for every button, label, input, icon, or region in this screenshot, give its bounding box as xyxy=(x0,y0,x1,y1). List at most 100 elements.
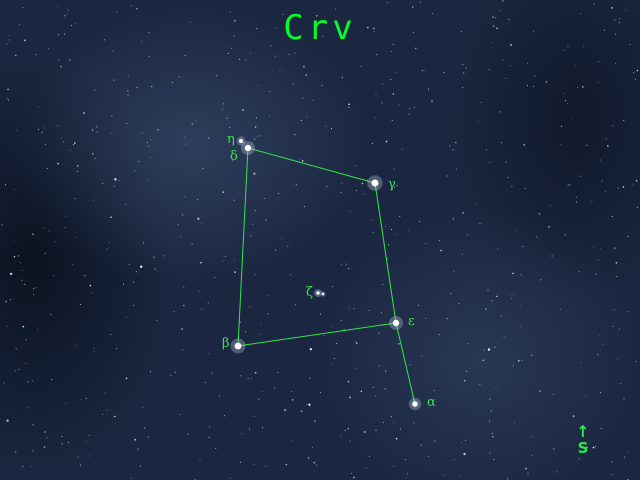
background-star xyxy=(320,313,322,315)
background-star xyxy=(240,375,242,377)
background-star xyxy=(43,446,46,448)
background-star xyxy=(583,46,585,47)
background-star xyxy=(347,427,350,430)
background-star xyxy=(563,49,565,51)
background-star xyxy=(635,78,637,80)
background-star xyxy=(71,25,73,26)
background-star xyxy=(387,2,389,4)
background-star xyxy=(355,165,357,166)
background-star xyxy=(94,157,96,159)
background-star xyxy=(25,362,27,364)
background-star xyxy=(180,236,182,238)
background-star xyxy=(75,236,77,238)
background-star xyxy=(58,34,60,36)
background-star xyxy=(384,387,386,389)
background-star xyxy=(392,43,394,45)
background-star xyxy=(33,293,35,295)
background-star xyxy=(27,381,29,383)
background-star xyxy=(614,62,616,64)
constellation-title: Crv xyxy=(283,8,357,48)
background-star xyxy=(64,227,66,229)
background-star xyxy=(422,70,424,72)
background-star xyxy=(291,391,293,392)
background-star xyxy=(479,383,481,385)
background-star xyxy=(432,12,433,14)
background-star xyxy=(499,10,501,12)
background-star xyxy=(374,395,376,397)
background-star xyxy=(458,303,460,304)
background-star xyxy=(399,215,401,217)
background-star xyxy=(367,26,369,29)
background-star xyxy=(102,182,104,184)
background-star xyxy=(171,82,173,84)
background-star xyxy=(551,255,553,257)
background-star xyxy=(7,98,9,100)
background-star xyxy=(110,132,112,134)
background-star xyxy=(577,86,579,88)
background-star xyxy=(209,426,211,428)
background-star xyxy=(463,379,466,382)
background-star xyxy=(462,212,464,214)
background-star xyxy=(619,17,621,19)
background-star xyxy=(253,463,255,465)
background-star xyxy=(485,149,487,151)
background-star xyxy=(565,100,566,102)
background-star xyxy=(13,241,15,243)
background-star xyxy=(313,461,316,464)
background-star xyxy=(418,304,420,306)
background-star xyxy=(177,224,179,226)
background-star xyxy=(91,129,94,131)
background-star xyxy=(63,14,66,17)
background-star xyxy=(607,145,609,147)
background-star xyxy=(519,305,521,307)
background-star xyxy=(5,184,7,186)
background-star xyxy=(392,422,394,424)
background-star xyxy=(241,135,243,137)
background-star xyxy=(22,7,24,9)
background-star xyxy=(382,283,384,285)
background-star xyxy=(110,216,112,218)
background-star xyxy=(363,193,365,195)
background-star xyxy=(350,210,351,212)
background-star xyxy=(197,217,200,220)
background-star xyxy=(356,342,358,344)
background-star xyxy=(80,304,82,305)
background-star xyxy=(623,120,625,121)
background-star xyxy=(476,203,478,205)
background-star xyxy=(521,359,523,361)
background-star xyxy=(134,439,136,441)
background-star xyxy=(599,159,601,161)
background-star xyxy=(384,225,386,227)
background-star xyxy=(507,18,510,21)
background-star xyxy=(7,88,9,91)
background-star xyxy=(348,103,350,106)
background-star xyxy=(462,87,464,88)
background-star xyxy=(552,394,554,395)
background-star xyxy=(305,74,308,76)
background-star xyxy=(202,168,204,170)
background-star xyxy=(224,415,226,417)
line-beta-delta xyxy=(237,147,249,347)
background-star xyxy=(150,139,152,141)
background-star xyxy=(396,71,398,73)
background-star xyxy=(527,473,529,475)
background-star xyxy=(32,424,34,426)
background-star xyxy=(216,75,218,77)
background-star xyxy=(567,102,569,104)
background-star xyxy=(345,263,347,265)
background-star xyxy=(277,372,279,374)
background-star xyxy=(586,446,588,449)
background-star xyxy=(103,39,105,41)
background-star xyxy=(578,458,580,460)
background-star xyxy=(363,430,366,434)
background-star xyxy=(409,321,411,323)
background-star xyxy=(629,43,631,45)
star-eta xyxy=(239,139,243,143)
background-star xyxy=(15,348,17,350)
background-star xyxy=(452,217,454,219)
star-epsilon xyxy=(392,319,400,327)
background-star xyxy=(390,416,392,418)
background-star xyxy=(349,440,351,442)
background-star xyxy=(567,184,569,186)
